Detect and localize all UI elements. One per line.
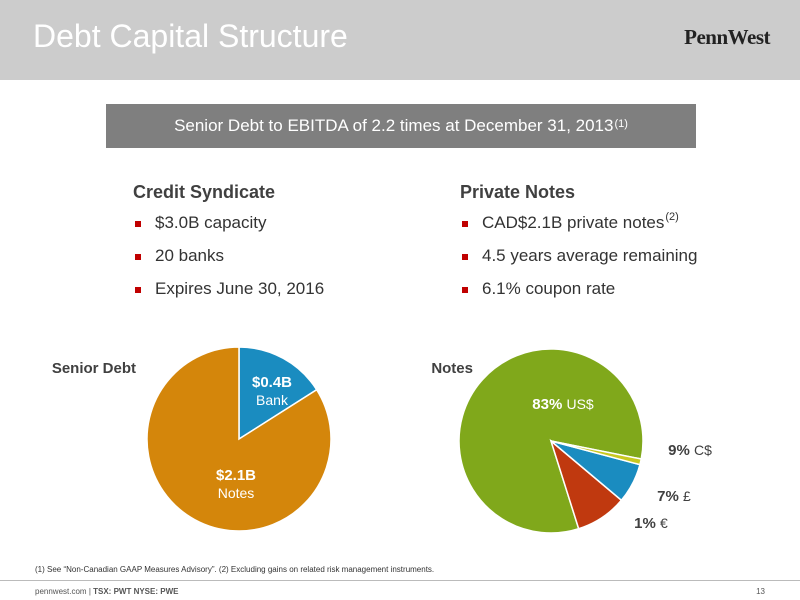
footnote-ref: (2) (665, 211, 679, 223)
slice-name-label: £ (683, 488, 691, 504)
footer-site: pennwest.com (35, 587, 87, 596)
list-item: 4.5 years average remaining (460, 246, 697, 279)
list-item-text: CAD$2.1B private notes (482, 213, 665, 232)
bullet-icon (462, 221, 468, 227)
list-item-text: $3.0B capacity (155, 213, 267, 232)
credit-list: $3.0B capacity 20 banks Expires June 30,… (133, 213, 324, 312)
list-item-text: 6.1% coupon rate (482, 279, 616, 298)
list-item-text: 20 banks (155, 246, 224, 265)
slice-value-label: 9% (668, 442, 694, 459)
bullet-icon (135, 287, 141, 293)
slice-value-label: $2.1B (216, 467, 256, 484)
list-item: 6.1% coupon rate (460, 279, 697, 312)
footer-divider (0, 580, 800, 581)
list-item-text: 4.5 years average remaining (482, 246, 698, 265)
slice-value-label: $0.4B (252, 374, 292, 391)
private-list: CAD$2.1B private notes (2) 4.5 years aver… (460, 211, 697, 312)
pennwest-logo: PennWest (684, 25, 770, 49)
summary-banner: Senior Debt to EBITDA of 2.2 times at De… (106, 104, 696, 148)
slice-value-label: 83% (532, 396, 566, 413)
slice-name-label: US$ (566, 396, 593, 412)
list-item: 20 banks (133, 246, 324, 279)
page-title: Debt Capital Structure (33, 18, 348, 54)
slice-label: 83% US$ (532, 396, 594, 413)
bullet-icon (462, 287, 468, 293)
slice-label: 7% £ (657, 488, 691, 505)
credit-heading: Credit Syndicate (133, 182, 276, 202)
list-item: Expires June 30, 2016 (133, 279, 324, 312)
pie-slice-bank (238, 346, 318, 441)
banner-text: Senior Debt to EBITDA of 2.2 times at De… (174, 116, 614, 135)
footer: pennwest.com | TSX: PWT NYSE: PWE (35, 587, 179, 596)
footer-tickers: TSX: PWT NYSE: PWE (93, 587, 179, 596)
banner-footnote-ref: (1) (614, 118, 628, 130)
slice-name-label: C$ (694, 442, 712, 458)
slice-name-label: Notes (218, 485, 255, 501)
credit-syndicate-section: Credit Syndicate $3.0B capacity 20 banks… (133, 182, 324, 312)
page-number: 13 (756, 587, 765, 596)
header-bar: Debt Capital Structure PennWest (0, 0, 800, 80)
bullet-icon (462, 254, 468, 260)
slice-name-label: Bank (256, 392, 289, 408)
slice-label: 9% C$ (668, 442, 712, 459)
private-heading: Private Notes (460, 182, 576, 202)
slice-label: 1% € (634, 515, 668, 532)
slice-value-label: 7% (657, 488, 683, 505)
list-item: $3.0B capacity (133, 213, 324, 246)
footnote: (1) See “Non-Canadian GAAP Measures Advi… (35, 565, 435, 574)
slice-name-label: € (660, 515, 668, 531)
pie-slice- (550, 440, 643, 466)
list-item: CAD$2.1B private notes (2) (460, 211, 697, 246)
private-notes-section: Private Notes CAD$2.1B private notes (2) … (460, 182, 697, 312)
senior-debt-chart-label: Senior Debt (51, 360, 136, 377)
bullet-icon (135, 221, 141, 227)
slice-value-label: 1% (634, 515, 660, 532)
list-item-text: Expires June 30, 2016 (155, 279, 325, 298)
bullet-icon (135, 254, 141, 260)
pie-slice-notes (146, 346, 332, 532)
notes-chart-label: Notes (431, 360, 473, 377)
